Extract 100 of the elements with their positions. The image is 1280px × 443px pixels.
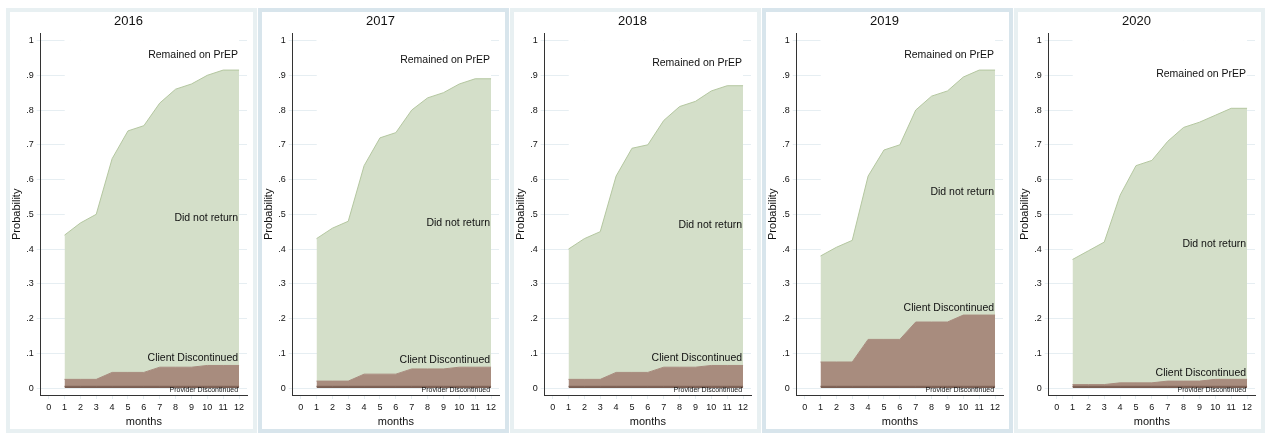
x-tick-label: 5 bbox=[125, 401, 131, 412]
series-label: Client Discontinued bbox=[1155, 366, 1247, 378]
x-tick-label: 0 bbox=[298, 401, 304, 412]
y-tick-label: .6 bbox=[278, 174, 286, 185]
x-tick-label: 7 bbox=[913, 401, 919, 412]
series-label: Remained on PrEP bbox=[400, 52, 491, 65]
x-tick-label: 4 bbox=[361, 401, 367, 412]
x-tick-label: 5 bbox=[1133, 401, 1139, 412]
series-label: Client Discontinued bbox=[903, 300, 995, 313]
x-tick-label: 9 bbox=[944, 401, 950, 412]
y-tick-label: .8 bbox=[530, 104, 538, 115]
y-tick-label: 1 bbox=[784, 35, 790, 46]
chart-title: 2016 bbox=[114, 13, 143, 29]
x-tick-label: 1 bbox=[1070, 401, 1076, 412]
series-label: Remained on PrEP bbox=[652, 56, 743, 69]
x-tick-label: 7 bbox=[157, 401, 163, 412]
x-tick-label: 3 bbox=[849, 401, 855, 412]
y-tick-label: .6 bbox=[782, 174, 790, 185]
x-tick-label: 4 bbox=[865, 401, 871, 412]
y-tick-label: .1 bbox=[278, 347, 286, 358]
y-tick-label: .6 bbox=[530, 174, 538, 185]
x-tick-label: 6 bbox=[141, 401, 147, 412]
y-tick-label: .7 bbox=[782, 139, 790, 150]
y-tick-label: .9 bbox=[782, 69, 790, 80]
y-tick-label: .6 bbox=[1034, 174, 1042, 185]
x-tick-label: 11 bbox=[218, 401, 228, 412]
y-tick-label: .4 bbox=[782, 243, 790, 254]
x-tick-label: 4 bbox=[109, 401, 115, 412]
x-tick-label: 5 bbox=[629, 401, 635, 412]
series-label: Did not return bbox=[426, 215, 491, 228]
x-tick-label: 0 bbox=[46, 401, 52, 412]
y-axis-title: Probability bbox=[1017, 188, 1030, 240]
y-tick-label: .2 bbox=[26, 313, 34, 324]
x-tick-label: 3 bbox=[1101, 401, 1107, 412]
y-tick-label: 1 bbox=[280, 35, 286, 46]
chart-title: 2020 bbox=[1122, 13, 1151, 29]
x-tick-label: 2 bbox=[581, 401, 587, 412]
x-tick-label: 10 bbox=[454, 401, 465, 412]
x-tick-label: 12 bbox=[234, 401, 245, 412]
x-tick-label: 12 bbox=[486, 401, 497, 412]
x-tick-label: 8 bbox=[173, 401, 179, 412]
series-label: Did not return bbox=[1182, 236, 1247, 249]
x-tick-label: 3 bbox=[345, 401, 351, 412]
x-tick-label: 4 bbox=[613, 401, 619, 412]
series-label: Did not return bbox=[174, 210, 239, 223]
x-tick-label: 1 bbox=[818, 401, 824, 412]
x-tick-label: 0 bbox=[802, 401, 808, 412]
series-label: Remained on PrEP bbox=[148, 48, 239, 61]
y-tick-label: .3 bbox=[278, 278, 286, 289]
y-tick-label: .9 bbox=[530, 69, 538, 80]
y-tick-label: .4 bbox=[530, 243, 538, 254]
y-tick-label: .7 bbox=[26, 139, 34, 150]
series-label: Client Discontinued bbox=[399, 353, 491, 366]
x-tick-label: 9 bbox=[440, 401, 446, 412]
y-tick-label: 0 bbox=[28, 382, 34, 393]
x-axis-title: months bbox=[629, 415, 667, 428]
x-axis-title: months bbox=[125, 415, 163, 428]
x-tick-label: 2 bbox=[77, 401, 83, 412]
y-tick-label: .7 bbox=[278, 139, 286, 150]
y-tick-label: .1 bbox=[1034, 347, 1042, 358]
x-tick-label: 8 bbox=[929, 401, 935, 412]
y-tick-label: 1 bbox=[1036, 35, 1042, 46]
x-tick-label: 0 bbox=[550, 401, 556, 412]
x-tick-label: 2 bbox=[1085, 401, 1091, 412]
y-tick-label: .8 bbox=[782, 104, 790, 115]
x-tick-label: 11 bbox=[1226, 401, 1236, 412]
y-tick-label: .8 bbox=[26, 104, 34, 115]
y-tick-label: .1 bbox=[782, 347, 790, 358]
x-tick-label: 7 bbox=[1165, 401, 1171, 412]
x-tick-label: 3 bbox=[93, 401, 99, 412]
x-tick-label: 3 bbox=[597, 401, 603, 412]
y-tick-label: .3 bbox=[782, 278, 790, 289]
x-tick-label: 12 bbox=[1242, 401, 1253, 412]
x-tick-label: 0 bbox=[1054, 401, 1060, 412]
series-label: Client Discontinued bbox=[147, 351, 239, 364]
y-tick-label: .8 bbox=[1034, 104, 1042, 115]
y-tick-label: .9 bbox=[278, 69, 286, 80]
y-tick-label: .9 bbox=[26, 69, 34, 80]
x-tick-label: 7 bbox=[661, 401, 667, 412]
y-tick-label: .5 bbox=[278, 208, 286, 219]
series-label: Remained on PrEP bbox=[904, 48, 995, 61]
y-tick-label: .2 bbox=[278, 313, 286, 324]
x-tick-label: 10 bbox=[1210, 401, 1221, 412]
y-tick-label: .3 bbox=[26, 278, 34, 289]
x-tick-label: 2 bbox=[833, 401, 839, 412]
x-tick-label: 6 bbox=[645, 401, 651, 412]
x-tick-label: 6 bbox=[897, 401, 903, 412]
x-tick-label: 10 bbox=[706, 401, 717, 412]
series-label: Client Discontinued bbox=[651, 351, 743, 364]
x-axis-title: months bbox=[1133, 415, 1171, 428]
chart-title: 2017 bbox=[366, 13, 395, 29]
y-axis-title: Probability bbox=[513, 188, 526, 240]
x-axis-title: months bbox=[881, 415, 919, 428]
chart-title: 2018 bbox=[618, 13, 647, 29]
chart-title: 2019 bbox=[870, 13, 899, 29]
y-tick-label: .1 bbox=[530, 347, 538, 358]
y-tick-label: .2 bbox=[1034, 313, 1042, 324]
y-tick-label: 0 bbox=[280, 382, 286, 393]
x-tick-label: 8 bbox=[425, 401, 431, 412]
x-tick-label: 4 bbox=[1117, 401, 1123, 412]
